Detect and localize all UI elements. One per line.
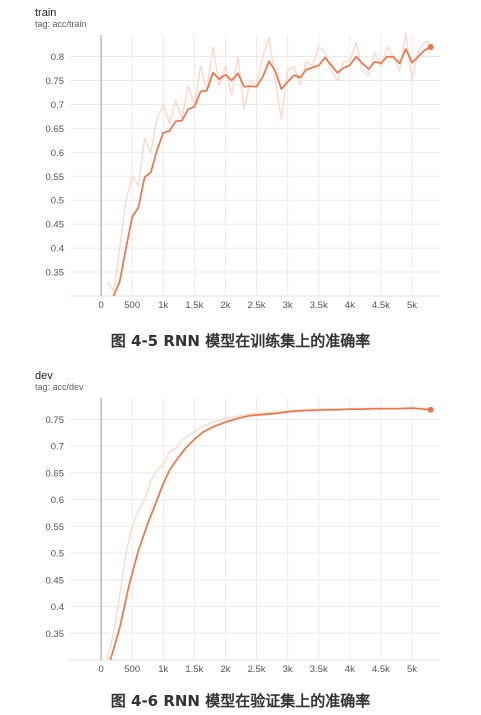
x-tick-label: 500: [124, 300, 140, 311]
raw-series-line: [106, 31, 431, 292]
figure-caption: 图 4-5 RNN 模型在训练集上的准确率: [110, 332, 371, 350]
y-tick-label: 0.75: [46, 76, 65, 87]
figure-caption: 图 4-6 RNN 模型在验证集上的准确率: [110, 692, 371, 710]
x-tick-label: 4k: [345, 664, 355, 675]
chart-tag: tag: acc/train: [35, 19, 87, 29]
y-tick-label: 0.8: [51, 52, 64, 63]
x-tick-label: 0: [98, 664, 103, 675]
chart-title: train: [35, 7, 57, 19]
chart-title: dev: [35, 370, 53, 382]
chart-tag: tag: acc/dev: [35, 382, 84, 392]
y-tick-label: 0.6: [51, 495, 64, 506]
x-tick-label: 1k: [158, 664, 168, 675]
series-end-marker: [427, 406, 434, 413]
y-tick-label: 0.4: [51, 602, 64, 613]
smoothed-series-line: [112, 46, 432, 296]
x-tick-label: 3k: [283, 300, 293, 311]
x-tick-label: 3.5k: [310, 664, 328, 675]
x-tick-label: 3k: [283, 664, 293, 675]
x-tick-label: 4.5k: [372, 664, 390, 675]
smoothed-series-line: [109, 407, 431, 660]
x-tick-label: 3.5k: [310, 300, 328, 311]
y-tick-label: 0.55: [46, 172, 65, 183]
x-tick-label: 0: [98, 300, 103, 311]
x-tick-label: 2.5k: [248, 664, 266, 675]
y-tick-label: 0.35: [46, 629, 65, 640]
train-accuracy-chart: 0.35 0.4 0.45 0.5 0.55 0.6 0.65 0.7 0.75 0.8 0 500 1…: [46, 31, 440, 311]
y-tick-label: 0.7: [51, 442, 64, 453]
x-tick-label: 5k: [407, 300, 417, 311]
dev-accuracy-chart: 0.35 0.4 0.45 0.5 0.55 0.6 0.65 0.7 0.75 0 500 1k 1.…: [46, 398, 440, 675]
y-tick-label: 0.7: [51, 100, 64, 111]
x-tick-label: 1.5k: [185, 664, 203, 675]
x-tick-label: 2k: [220, 300, 230, 311]
y-tick-label: 0.35: [46, 268, 65, 279]
y-tick-label: 0.75: [46, 415, 65, 426]
y-tick-label: 0.45: [46, 575, 65, 586]
raw-series-line: [106, 406, 431, 660]
y-tick-label: 0.5: [51, 549, 64, 560]
x-tick-label: 4k: [345, 300, 355, 311]
y-tick-label: 0.55: [46, 522, 65, 533]
chart-panel-dev: dev tag: acc/dev 0.35 0.4 0.45 0.5 0.55 0.6 0.…: [0, 360, 481, 715]
x-tick-label: 500: [124, 664, 140, 675]
x-tick-label: 2.5k: [248, 300, 266, 311]
x-tick-label: 4.5k: [372, 300, 390, 311]
chart-panel-train: train tag: acc/train 0.35 0.4 0.45 0.5 0.55 0…: [35, 7, 440, 350]
x-tick-label: 1.5k: [185, 300, 203, 311]
y-tick-label: 0.5: [51, 196, 64, 207]
y-tick-label: 0.65: [46, 468, 65, 479]
x-tick-label: 1k: [158, 300, 168, 311]
x-tick-label: 5k: [407, 664, 417, 675]
x-tick-label: 2k: [220, 664, 230, 675]
y-tick-label: 0.6: [51, 148, 64, 159]
y-tick-label: 0.65: [46, 124, 65, 135]
series-end-marker: [427, 43, 434, 50]
y-tick-label: 0.4: [51, 244, 64, 255]
y-tick-label: 0.45: [46, 220, 65, 231]
